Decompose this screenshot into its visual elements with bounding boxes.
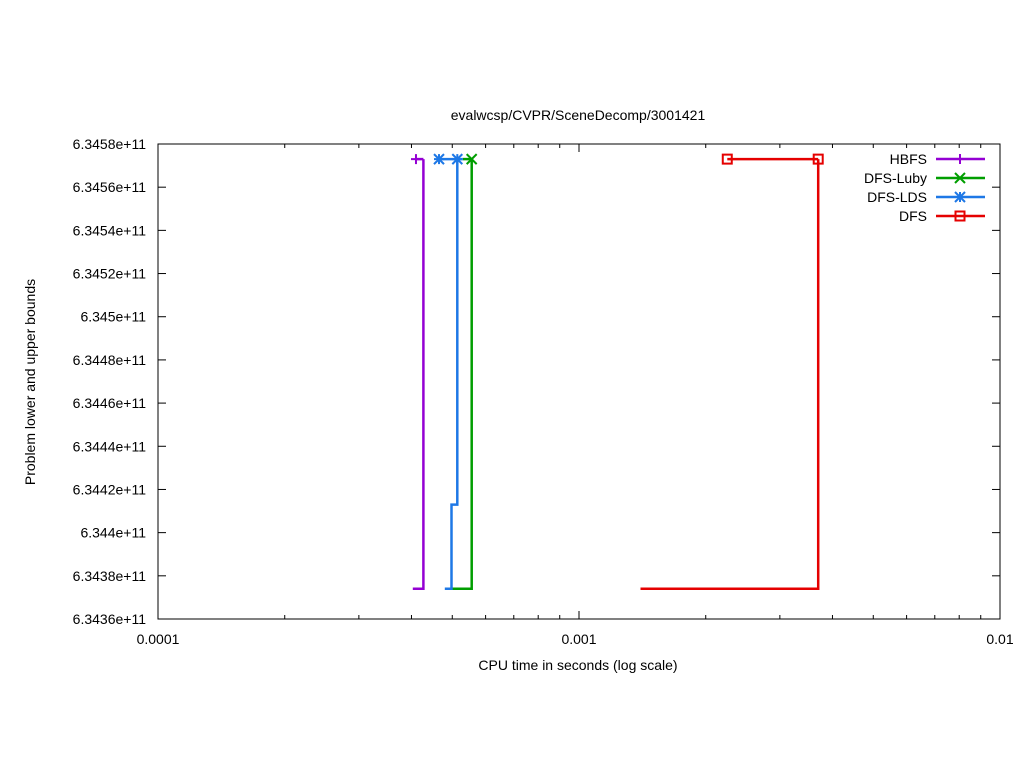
plot-frame <box>157 143 1001 620</box>
y-tick-label: 6.3442e+11 <box>73 481 147 497</box>
x-tick-label: 0.01 <box>986 631 1013 647</box>
dfs-point <box>812 153 824 165</box>
dfs-point <box>721 153 733 165</box>
legend-label: DFS <box>899 208 927 224</box>
legend-item-dfs-lds: DFS-LDS <box>867 189 985 205</box>
dfs-lds-point <box>451 153 464 165</box>
legend: HBFS DFS-Luby DFS-LDS DFS <box>864 151 985 224</box>
y-tick-label: 6.3448e+11 <box>73 352 147 368</box>
legend-item-dfs: DFS <box>899 208 985 224</box>
legend-label: DFS-LDS <box>867 189 927 205</box>
legend-marker <box>954 172 966 184</box>
axis-ticks: 6.3436e+11 6.3438e+11 6.344e+11 6.3442e+11 6… <box>73 136 1014 647</box>
dfs-luby-lower-bound-line <box>451 159 473 591</box>
legend-marker <box>954 210 966 222</box>
hbfs-lower-bound-line <box>412 159 425 591</box>
dfs-lower-bound-line <box>640 159 820 591</box>
series-dfs-lds <box>433 153 464 591</box>
series-dfs-luby <box>451 153 478 591</box>
hbfs-point <box>410 154 421 165</box>
y-tick-label: 6.345e+11 <box>80 309 146 325</box>
series-layer <box>410 153 824 591</box>
y-tick-label: 6.3446e+11 <box>73 395 147 411</box>
legend-label: DFS-Luby <box>864 170 927 186</box>
legend-marker <box>954 191 966 203</box>
legend-label: HBFS <box>890 151 927 167</box>
y-tick-label: 6.3436e+11 <box>73 611 147 627</box>
series-hbfs <box>410 154 425 591</box>
legend-item-hbfs: HBFS <box>890 151 985 167</box>
legend-marker <box>955 154 965 164</box>
dfs-lds-lower-bound-line <box>444 159 459 591</box>
dfs-luby-point <box>465 153 478 165</box>
x-axis-label: CPU time in seconds (log scale) <box>478 657 677 673</box>
y-axis-label: Problem lower and upper bounds <box>22 279 38 485</box>
y-tick-label: 6.344e+11 <box>80 525 146 541</box>
x-tick-label: 0.001 <box>561 631 596 647</box>
y-tick-label: 6.3454e+11 <box>73 222 147 238</box>
chart-title: evalwcsp/CVPR/SceneDecomp/3001421 <box>451 107 706 123</box>
y-tick-label: 6.3438e+11 <box>73 568 147 584</box>
series-dfs <box>640 153 824 591</box>
dfs-lds-point <box>433 153 445 165</box>
x-tick-label: 0.0001 <box>137 631 180 647</box>
legend-item-dfs-luby: DFS-Luby <box>864 170 985 186</box>
y-tick-label: 6.3458e+11 <box>73 136 147 152</box>
y-tick-label: 6.3452e+11 <box>73 266 147 282</box>
y-tick-label: 6.3444e+11 <box>73 438 147 454</box>
y-tick-label: 6.3456e+11 <box>73 179 147 195</box>
